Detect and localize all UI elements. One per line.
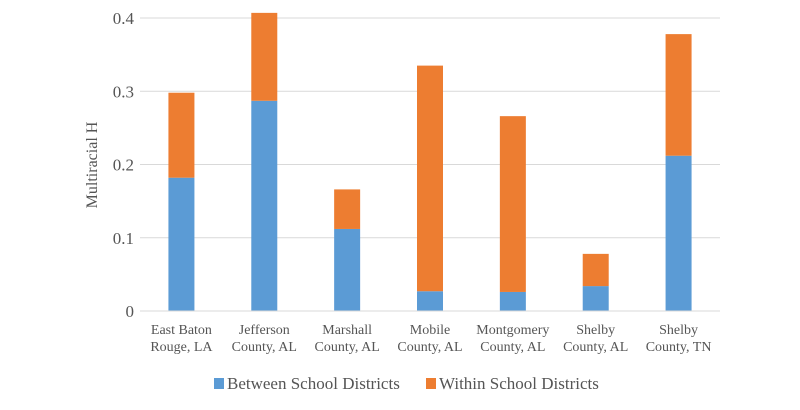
- legend-label: Within School Districts: [439, 374, 599, 393]
- bar-within-school-districts: [665, 34, 692, 156]
- bar-within-school-districts: [582, 253, 609, 287]
- bar-between-school-districts: [665, 155, 692, 311]
- x-tick-label: Montgomery County, AL: [476, 323, 549, 355]
- bar-between-school-districts: [251, 100, 278, 312]
- bar-between-school-districts: [582, 286, 609, 311]
- bar-between-school-districts: [499, 291, 526, 311]
- bar-within-school-districts: [334, 189, 361, 229]
- legend-label: Between School Districts: [227, 374, 400, 393]
- x-tick-label: Jefferson County, AL: [232, 323, 297, 355]
- bar-within-school-districts: [251, 12, 278, 101]
- bar-within-school-districts: [417, 65, 443, 292]
- y-tick-labels: 0 0.1 0.2 0.3 0.4: [113, 9, 135, 321]
- x-tick-label: Shelby County, AL: [563, 323, 628, 355]
- bar-between-school-districts: [168, 177, 195, 311]
- y-tick-label: 0.3: [113, 82, 134, 101]
- bar-between-school-districts: [334, 228, 361, 311]
- bar-within-school-districts: [168, 92, 195, 178]
- bar-within-school-districts: [499, 116, 526, 292]
- legend-swatch: [426, 378, 436, 389]
- x-tick-labels: East Baton Rouge, LA Jefferson County, AL Ma…: [150, 323, 711, 355]
- x-tick-label: Marshall County, AL: [315, 323, 380, 355]
- bar-between-school-districts: [417, 291, 443, 311]
- legend-swatch: [214, 378, 224, 389]
- y-tick-label: 0.2: [113, 156, 134, 175]
- x-tick-label: Shelby County, TN: [646, 323, 712, 355]
- x-tick-label: Mobile County, AL: [397, 323, 462, 355]
- y-tick-label: 0.1: [113, 229, 134, 248]
- y-axis-label: Multiracial H: [84, 121, 101, 208]
- y-tick-label: 0: [126, 302, 135, 321]
- x-tick-label: East Baton Rouge, LA: [150, 323, 213, 355]
- legend: Between School Districts Within School Di…: [214, 374, 599, 393]
- y-tick-label: 0.4: [113, 9, 135, 28]
- bars: [168, 12, 692, 312]
